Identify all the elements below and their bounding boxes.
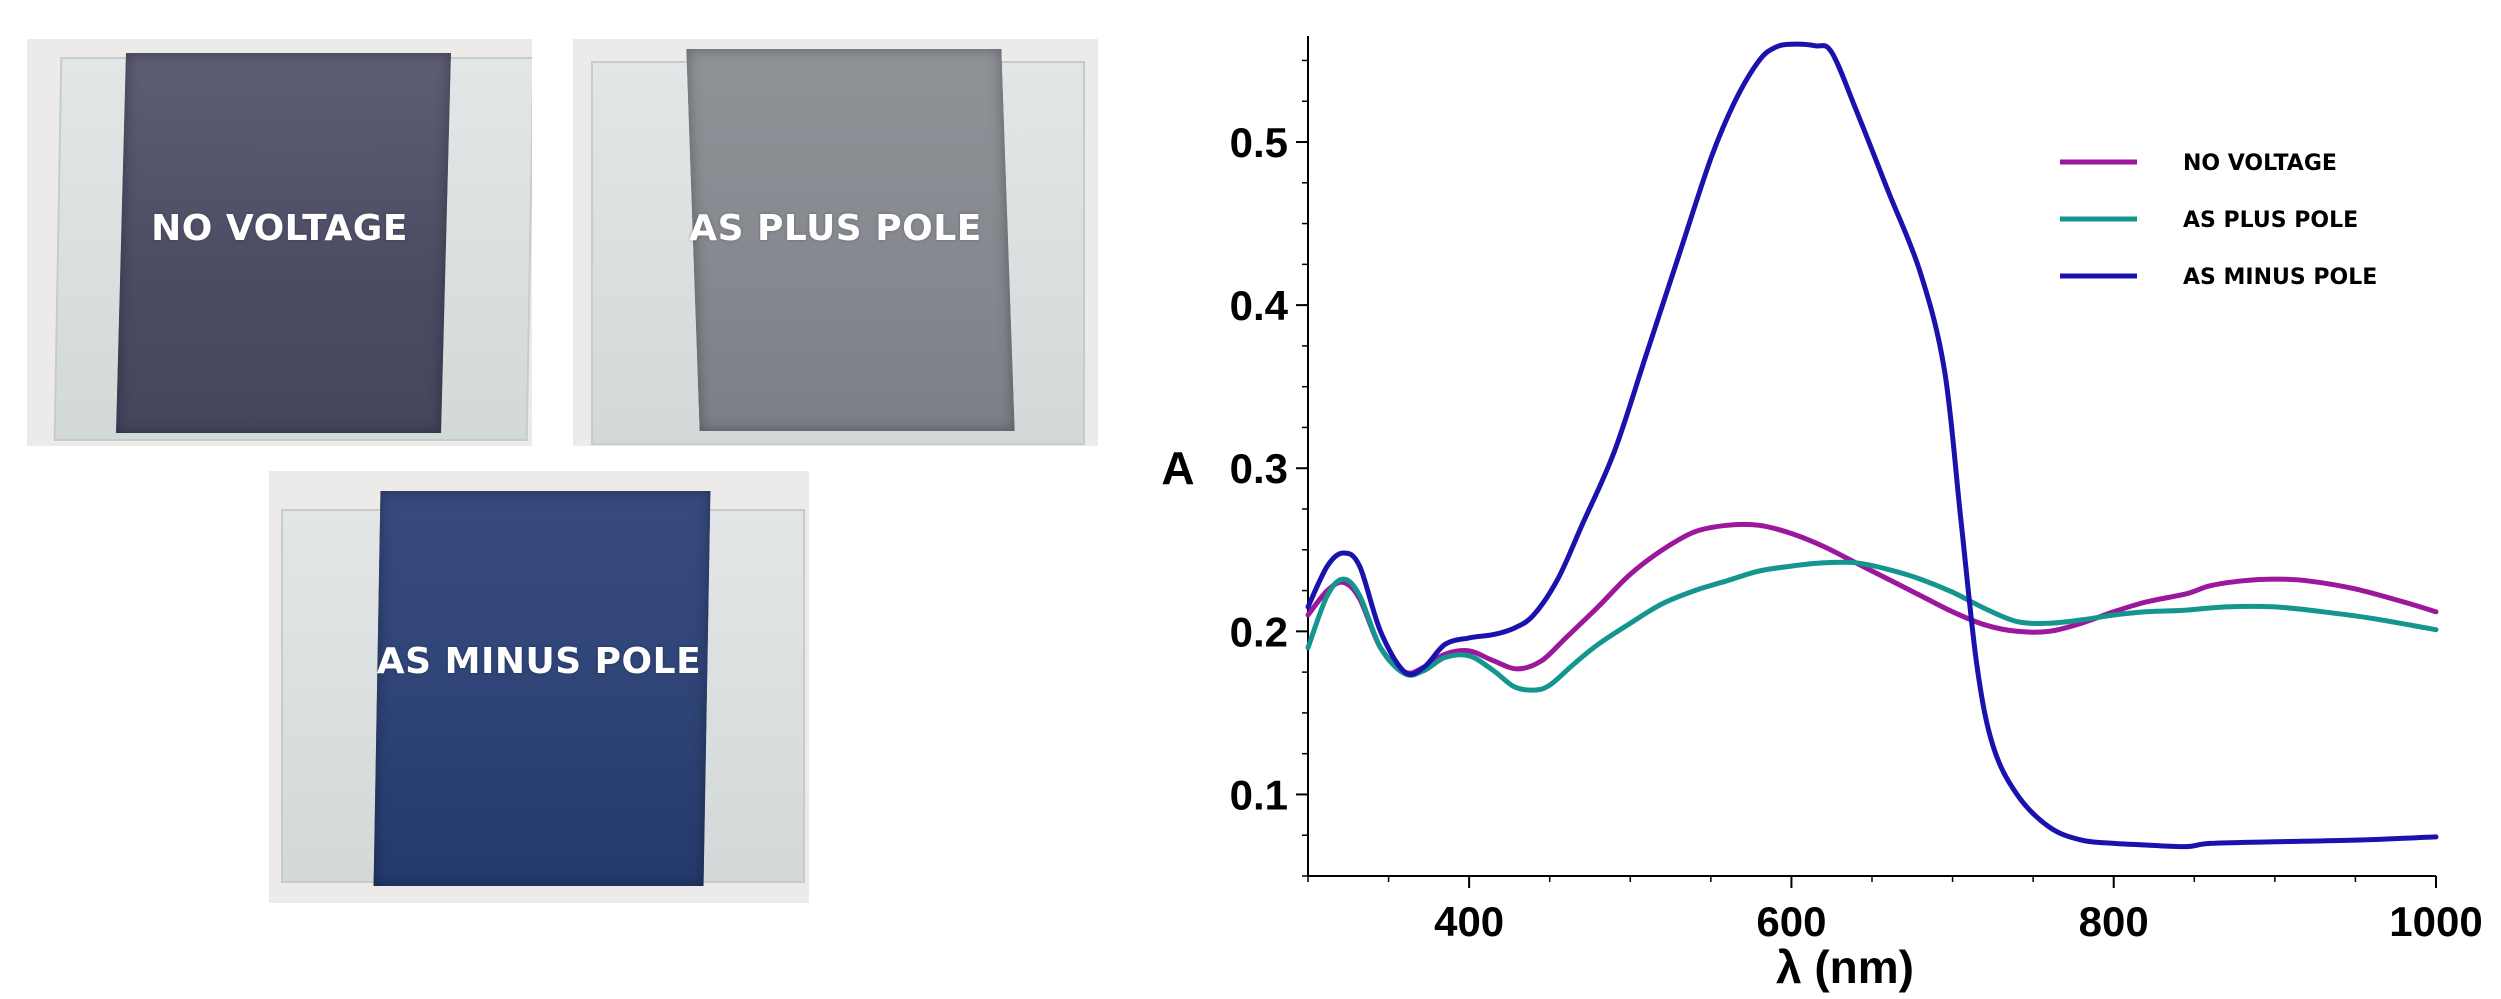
- photo-caption: NO VOLTAGE: [151, 208, 408, 249]
- series-line-3: [1305, 41, 2439, 850]
- photo-caption: AS PLUS POLE: [689, 208, 982, 249]
- series-line-2: [1305, 559, 2439, 693]
- legend-label: AS PLUS POLE: [2183, 208, 2358, 233]
- legend-label: AS MINUS POLE: [2183, 265, 2377, 290]
- legend-label: NO VOLTAGE: [2183, 151, 2337, 176]
- chart-axes: 0.1 0.2 0.3 0.4 0.5 400 600 800 1000: [1230, 36, 2483, 945]
- y-tick-label: 0.4: [1230, 282, 1289, 329]
- y-tick-label: 0.3: [1230, 445, 1288, 492]
- x-tick-label: 400: [1434, 898, 1504, 945]
- chart-legend: NO VOLTAGE AS PLUS POLE AS MINUS POLE: [2060, 151, 2377, 290]
- x-tick-label: 1000: [2389, 898, 2482, 945]
- photo-plus-pole: AS PLUS POLE: [573, 39, 1098, 446]
- y-axis-title: A: [1161, 442, 1194, 494]
- photo-no-voltage: NO VOLTAGE: [27, 39, 532, 446]
- x-tick-label: 800: [2079, 898, 2149, 945]
- y-tick-label: 0.5: [1230, 119, 1288, 166]
- plot-area: [1305, 41, 2439, 850]
- y-tick-label: 0.2: [1230, 608, 1288, 655]
- photo-minus-pole: AS MINUS POLE: [269, 471, 809, 903]
- photo-caption: AS MINUS POLE: [376, 641, 702, 682]
- series-line-1: [1305, 521, 2439, 676]
- y-tick-label: 0.1: [1230, 771, 1288, 818]
- x-tick-label: 600: [1756, 898, 1826, 945]
- x-axis-title: λ (nm): [1776, 941, 1914, 993]
